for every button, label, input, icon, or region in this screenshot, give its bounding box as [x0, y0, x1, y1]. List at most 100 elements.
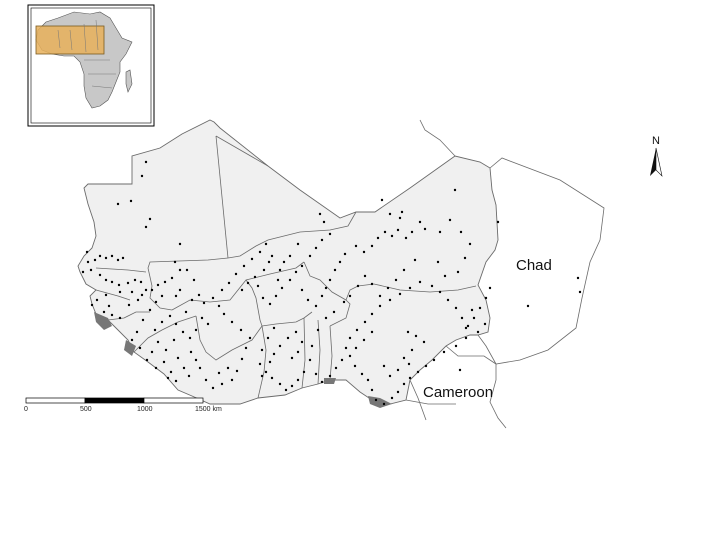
site-point	[240, 357, 244, 361]
site-point	[121, 256, 125, 260]
site-point	[181, 330, 185, 334]
site-point	[290, 384, 294, 388]
site-point	[104, 278, 108, 282]
site-point	[470, 308, 474, 312]
site-point	[348, 294, 352, 298]
site-point	[478, 306, 482, 310]
site-point	[396, 228, 400, 232]
site-point	[422, 340, 426, 344]
site-point	[404, 236, 408, 240]
site-point	[178, 242, 182, 246]
site-point	[483, 322, 487, 326]
site-point	[246, 281, 250, 285]
site-point	[110, 254, 114, 258]
site-point	[402, 356, 406, 360]
site-point	[366, 378, 370, 382]
site-point	[380, 198, 384, 202]
site-point	[174, 294, 178, 298]
site-point	[169, 370, 173, 374]
site-point	[282, 260, 286, 264]
site-point	[456, 270, 460, 274]
site-point	[118, 290, 122, 294]
site-point	[276, 278, 280, 282]
site-point	[353, 364, 357, 368]
site-point	[160, 320, 164, 324]
site-point	[85, 250, 89, 254]
site-point	[150, 350, 154, 354]
site-point	[416, 370, 420, 374]
site-point	[414, 334, 418, 338]
site-point	[168, 314, 172, 318]
site-point	[424, 364, 428, 368]
site-point	[190, 298, 194, 302]
site-point	[110, 313, 114, 317]
site-point	[268, 360, 272, 364]
site-point	[148, 308, 152, 312]
site-point	[130, 338, 134, 342]
site-point	[222, 312, 226, 316]
site-point	[458, 368, 462, 372]
site-point	[185, 268, 189, 272]
site-point	[410, 230, 414, 234]
site-point	[116, 202, 120, 206]
site-point	[93, 258, 97, 262]
site-point	[226, 366, 230, 370]
site-point	[220, 382, 224, 386]
site-point	[164, 348, 168, 352]
site-point	[260, 374, 264, 378]
site-point	[258, 250, 262, 254]
site-point	[138, 346, 142, 350]
site-point	[174, 322, 178, 326]
site-point	[290, 356, 294, 360]
site-point	[370, 330, 374, 334]
site-point	[240, 288, 244, 292]
africa-inset	[27, 4, 155, 127]
site-point	[286, 336, 290, 340]
site-point	[378, 304, 382, 308]
site-point	[268, 302, 272, 306]
site-point	[211, 386, 215, 390]
site-point	[253, 275, 257, 279]
site-point	[334, 366, 338, 370]
site-point	[150, 288, 154, 292]
site-point	[250, 257, 254, 261]
site-point	[156, 283, 160, 287]
site-point	[300, 288, 304, 292]
site-point	[126, 281, 130, 285]
site-point	[102, 310, 106, 314]
site-point	[172, 338, 176, 342]
site-point	[274, 294, 278, 298]
site-point	[355, 328, 359, 332]
site-point	[400, 210, 404, 214]
site-point	[402, 268, 406, 272]
site-point	[264, 370, 268, 374]
site-point	[374, 398, 378, 402]
site-point	[127, 303, 131, 307]
site-point	[280, 286, 284, 290]
site-point	[362, 250, 366, 254]
site-point	[390, 234, 394, 238]
site-point	[118, 316, 122, 320]
site-point	[388, 374, 392, 378]
site-point	[98, 273, 102, 277]
site-point	[383, 230, 387, 234]
site-point	[308, 254, 312, 258]
site-point	[272, 352, 276, 356]
site-point	[130, 290, 134, 294]
site-point	[192, 278, 196, 282]
site-point	[156, 340, 160, 344]
site-point	[284, 388, 288, 392]
site-point	[278, 382, 282, 386]
site-point	[453, 188, 457, 192]
site-point	[342, 300, 346, 304]
country-borders	[95, 135, 477, 399]
site-point	[466, 324, 470, 328]
site-point	[217, 304, 221, 308]
site-point	[320, 294, 324, 298]
site-point	[468, 242, 472, 246]
site-point	[578, 290, 582, 294]
site-point	[322, 220, 326, 224]
site-point	[294, 330, 298, 334]
site-point	[110, 280, 114, 284]
